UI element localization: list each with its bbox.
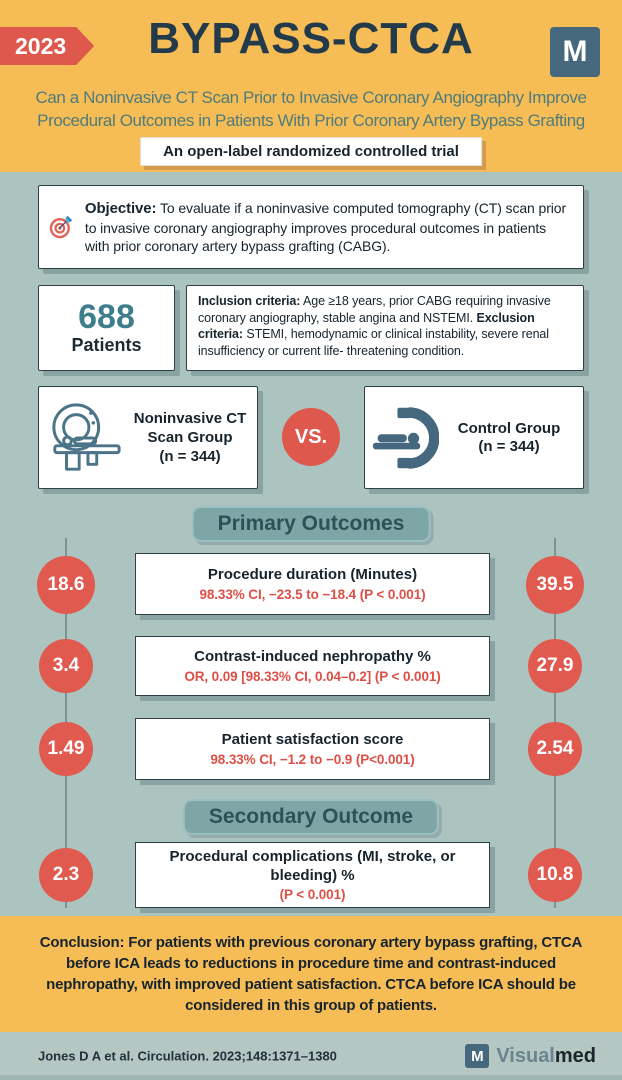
patients-label: Patients — [71, 335, 142, 356]
control-group-n: (n = 344) — [478, 438, 540, 456]
stat-value: 3.4 — [52, 655, 80, 676]
patients-count: 688 — [78, 297, 135, 336]
target-icon — [49, 215, 73, 239]
control-group-value-circle: 27.9 — [528, 639, 582, 693]
header: 2023 BYPASS-CTCA M Can a Noninvasive CT … — [0, 0, 622, 172]
stat-value: 10.8 — [536, 864, 574, 885]
page-title: BYPASS-CTCA — [148, 14, 474, 63]
stat-value: 27.9 — [536, 655, 574, 676]
subtitle: Can a Noninvasive CT Scan Prior to Invas… — [0, 87, 622, 133]
trial-type-label: An open-label randomized controlled tria… — [163, 143, 459, 160]
outcome-title: Procedure duration (Minutes) — [207, 566, 418, 584]
conclusion-text: Conclusion: For patients with previous c… — [22, 932, 600, 1016]
objective-label: Objective: — [84, 200, 157, 218]
control-group-value-circle: 39.5 — [526, 556, 584, 614]
exclusion-label: Exclusion criteria: — [198, 310, 535, 342]
outcome-stat: OR, 0.09 [98.33% CI, 0.04–0.2] (P < 0.00… — [184, 668, 441, 684]
objective-text: Objective: To evaluate if a noninvasive … — [85, 199, 569, 255]
ct-group-value-circle: 2.3 — [39, 848, 93, 902]
control-group-name: Control Group — [457, 419, 561, 437]
control-group-value-circle: 10.8 — [528, 848, 582, 902]
footer: Jones D A et al. Circulation. 2023;148:1… — [0, 1032, 622, 1080]
trial-type-banner: An open-label randomized controlled tria… — [140, 137, 482, 166]
primary-outcomes-heading: Primary Outcomes — [191, 506, 431, 542]
vs-label: VS. — [294, 425, 328, 448]
ct-group-value-circle: 3.4 — [39, 639, 93, 693]
stat-value: 1.49 — [47, 738, 85, 759]
primary-outcomes-label: Primary Outcomes — [217, 512, 405, 535]
secondary-outcome-heading: Secondary Outcome — [182, 799, 440, 835]
citation: Jones D A et al. Circulation. 2023;148:1… — [38, 1048, 337, 1064]
inclusion-text: Age ≥18 years, prior CABG requiring inva… — [198, 294, 551, 325]
ct-group-name: Noninvasive CT Scan Group — [133, 410, 247, 446]
visualmed-m-letter: M — [471, 1047, 484, 1065]
vs-badge: VS. — [282, 408, 340, 466]
year-flag: 2023 — [0, 27, 94, 65]
conclusion-label: Conclusion: — [39, 934, 125, 951]
outcome-card-nephropathy: Contrast-induced nephropathy % OR, 0.09 … — [135, 636, 490, 696]
outcome-stat: 98.33% CI, −23.5 to −18.4 (P < 0.001) — [199, 586, 426, 602]
stat-value: 2.54 — [536, 738, 574, 759]
stat-value: 18.6 — [47, 574, 85, 595]
ct-group-value-circle: 1.49 — [39, 722, 93, 776]
outcome-card-satisfaction: Patient satisfaction score 98.33% CI, −1… — [135, 718, 490, 780]
brand-m-icon: M — [550, 27, 600, 77]
visualmed-m-icon: M — [465, 1044, 490, 1068]
secondary-outcome-label: Secondary Outcome — [208, 805, 414, 828]
criteria-card: Inclusion criteria: Age ≥18 years, prior… — [186, 285, 584, 371]
exclusion-text: STEMI, hemodynamic or clinical instabili… — [198, 327, 549, 358]
conclusion-banner: Conclusion: For patients with previous c… — [0, 916, 622, 1032]
control-group-value-circle: 2.54 — [528, 722, 582, 776]
ct-group-text: Noninvasive CT Scan Group (n = 344) — [129, 410, 251, 465]
outcome-card-procedure-duration: Procedure duration (Minutes) 98.33% CI, … — [135, 553, 490, 615]
brand-m-letter: M — [562, 35, 588, 68]
conclusion-body: For patients with previous coronary arte… — [46, 934, 583, 1014]
control-group-text: Control Group (n = 344) — [441, 420, 577, 456]
subtitle-line-1: Can a Noninvasive CT Scan Prior to Invas… — [35, 88, 587, 107]
control-group-card: Control Group (n = 344) — [364, 386, 584, 489]
outcome-card-complications: Procedural complications (MI, stroke, or… — [135, 842, 490, 908]
outcome-title: Contrast-induced nephropathy % — [194, 648, 431, 666]
subtitle-line-2: Procedural Outcomes in Patients With Pri… — [37, 110, 585, 130]
criteria-text: Inclusion criteria: Age ≥18 years, prior… — [198, 293, 572, 359]
objective-body: To evaluate if a noninvasive computed to… — [84, 200, 567, 254]
c-arm-patient-icon — [372, 406, 439, 469]
brand-med: med — [554, 1044, 596, 1067]
visualmed-brand: M Visualmed — [465, 1044, 596, 1068]
ct-scanner-icon — [52, 402, 121, 471]
outcome-title: Procedural complications (MI, stroke, or… — [169, 847, 456, 884]
outcome-stat: (P < 0.001) — [279, 887, 346, 903]
stat-value: 2.3 — [52, 864, 80, 885]
ct-group-n: (n = 344) — [159, 447, 221, 465]
objective-card: Objective: To evaluate if a noninvasive … — [38, 185, 584, 269]
brand-visual: Visual — [496, 1044, 555, 1067]
outcome-stat: 98.33% CI, −1.2 to −0.9 (P<0.001) — [210, 751, 415, 767]
visualmed-wordmark: Visualmed — [496, 1045, 596, 1068]
inclusion-label: Inclusion criteria: — [198, 294, 301, 308]
stat-value: 39.5 — [536, 574, 574, 595]
patients-card: 688 Patients — [38, 285, 175, 371]
ct-group-value-circle: 18.6 — [37, 556, 95, 614]
bottom-strip — [0, 1075, 622, 1080]
outcome-title: Patient satisfaction score — [221, 731, 404, 749]
year-label: 2023 — [15, 32, 67, 59]
ct-group-card: Noninvasive CT Scan Group (n = 344) — [38, 386, 258, 489]
